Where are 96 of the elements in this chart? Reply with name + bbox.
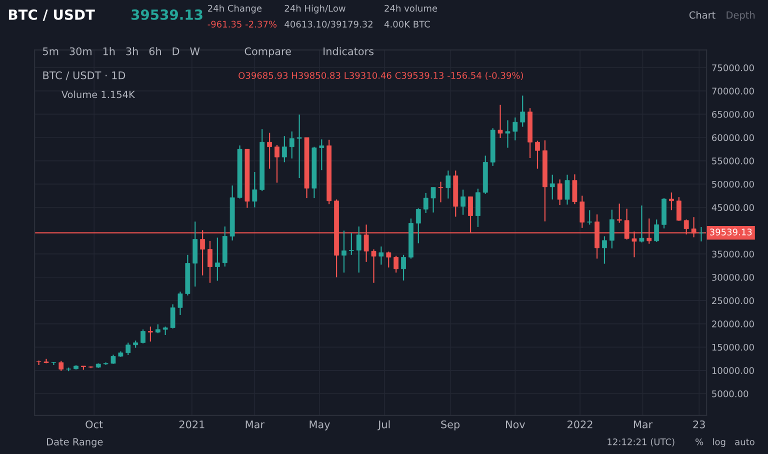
candlestick — [215, 237, 220, 282]
y-tick-label: 10000.00 — [712, 367, 754, 374]
candlestick — [498, 104, 503, 139]
y-tick-label: 25000.00 — [712, 297, 754, 304]
candlestick — [208, 240, 212, 284]
text: 4.00K BTC — [384, 20, 430, 28]
y-tick-label: 45000.00 — [712, 204, 754, 211]
chart-title: BTC / USDT — [8, 9, 95, 22]
candlestick — [252, 171, 258, 208]
y-tick-label: 55000.00 — [712, 158, 754, 164]
y-tick-label: 5000.00 — [712, 390, 748, 398]
candlestick — [416, 208, 421, 244]
candlestick — [430, 186, 436, 214]
candlestick — [550, 174, 555, 200]
candlestick — [669, 192, 674, 211]
annotation: Volume 1.154K — [62, 90, 136, 98]
candlestick — [192, 221, 198, 288]
candlestick — [512, 116, 518, 141]
candlestick — [401, 254, 406, 282]
candlestick — [126, 342, 131, 356]
candlestick — [460, 189, 466, 216]
candlestick — [520, 95, 526, 128]
candlestick — [386, 251, 392, 268]
text: -961.35 -2.37% — [208, 20, 277, 28]
candlestick — [572, 174, 578, 205]
y-tick-label: 35000.00 — [712, 250, 754, 258]
candlestick — [609, 209, 614, 249]
x-tick-label: Oct — [86, 420, 103, 428]
x-tick-label: Sep — [441, 420, 460, 430]
candlestick — [423, 192, 428, 214]
candlestick — [564, 174, 570, 206]
candlestick — [110, 354, 116, 364]
candlestick — [319, 138, 324, 171]
annotation: BTC / USDT · 1D — [43, 71, 126, 80]
x-tick-label: Jul — [378, 420, 390, 430]
candlestick — [342, 230, 346, 274]
annotation: 5m 30m 1h 3h 6h D W — [43, 47, 200, 56]
candlestick — [267, 132, 272, 170]
candlestick — [676, 196, 682, 222]
text: Date Range — [47, 438, 103, 448]
x-tick-label: Mar — [246, 420, 264, 428]
y-tick-label: 65000.00 — [712, 110, 754, 118]
candlestick — [51, 361, 56, 366]
candlestick — [378, 246, 384, 266]
x-tick-label: Nov — [506, 420, 526, 428]
y-tick-label: 15000.00 — [712, 344, 754, 351]
candlestick — [446, 170, 451, 200]
candlestick — [505, 120, 510, 148]
candlestick — [587, 210, 592, 226]
candlestick — [289, 130, 294, 160]
chart-subtitle: 39539.13 — [131, 9, 202, 20]
x-tick-label: 23 — [693, 420, 705, 428]
ref-line-label: 39539.13 — [710, 228, 752, 236]
candlestick — [282, 136, 287, 163]
x-tick-label: Mar — [634, 420, 653, 428]
x-tick-label: 2022 — [568, 420, 592, 428]
text: 24h High/Low — [284, 4, 346, 14]
candlestick — [654, 218, 660, 242]
text: 12:12:21 (UTC) — [608, 438, 674, 446]
y-tick-label: 70000.00 — [712, 88, 754, 94]
candlestick — [438, 181, 444, 203]
y-tick-label: 30000.00 — [712, 274, 754, 281]
annotation: Indicators — [324, 47, 374, 56]
text: 24h volume — [384, 4, 438, 12]
candlestick — [535, 140, 540, 170]
text: Depth — [726, 11, 755, 21]
text: 24h Change — [208, 4, 262, 14]
text: Chart — [689, 11, 716, 19]
annotation: Compare — [244, 47, 291, 58]
candlestick — [296, 114, 302, 179]
candlestick — [616, 203, 622, 224]
candlestick — [170, 304, 176, 330]
y-tick-label: 60000.00 — [712, 134, 754, 142]
text: % log auto — [696, 438, 754, 448]
x-tick-label: May — [310, 420, 330, 430]
text: 40613.10/39179.32 — [284, 20, 372, 28]
candlestick — [602, 236, 607, 264]
y-tick-label: 50000.00 — [712, 180, 754, 188]
candlestick — [140, 328, 146, 344]
candlestick — [274, 144, 280, 184]
candlestick — [178, 291, 183, 316]
candlestick — [476, 188, 480, 228]
candlestick — [356, 226, 362, 274]
x-tick-label: 2021 — [179, 420, 204, 428]
candlestick — [580, 195, 585, 228]
candlestick — [348, 232, 354, 256]
candlestick — [148, 326, 153, 342]
annotation: O39685.93 H39850.83 L39310.46 C39539.13 -156.54 (-0.39%) — [238, 72, 524, 80]
candlestick — [58, 360, 64, 372]
candlestick — [557, 178, 562, 206]
candlestick — [371, 248, 376, 284]
candlestick — [394, 255, 399, 274]
y-tick-label: 75000.00 — [712, 64, 754, 72]
candlestick — [639, 204, 644, 243]
candlestick — [698, 226, 704, 242]
y-tick-label: 20000.00 — [712, 320, 754, 328]
